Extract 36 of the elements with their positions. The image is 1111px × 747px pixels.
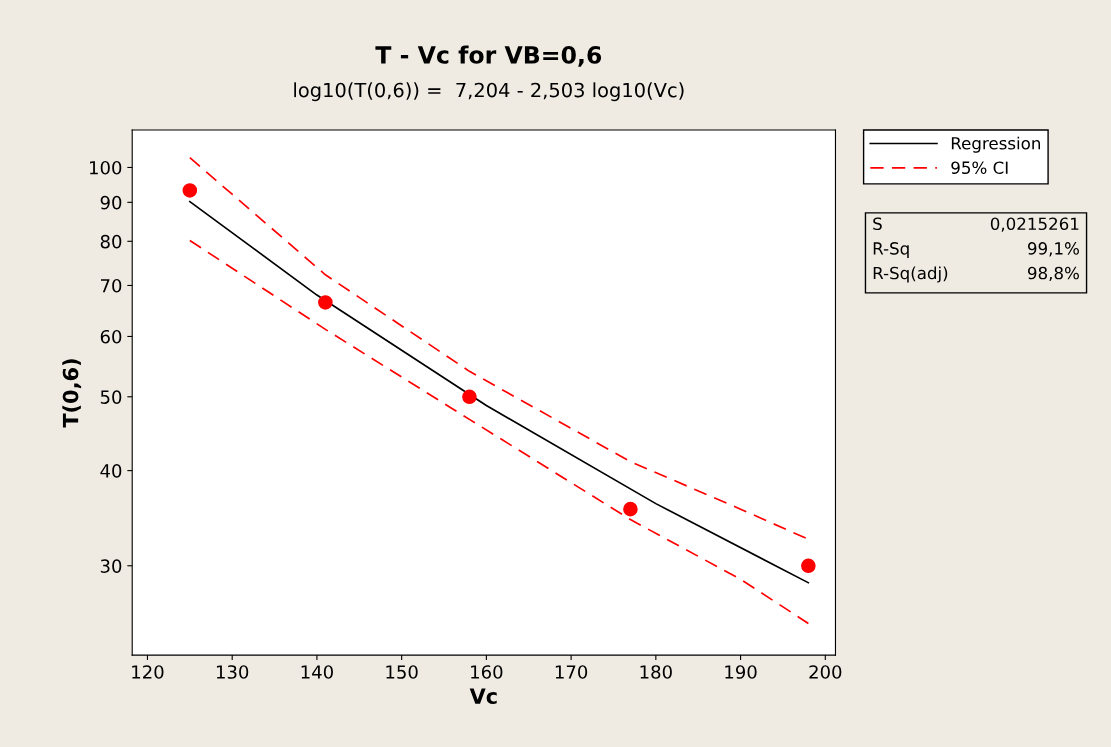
point bbox=[623, 501, 638, 517]
line-series bbox=[188, 239, 810, 625]
x-tick-label: 190 bbox=[725, 665, 757, 679]
legend-label: Regression bbox=[951, 136, 1041, 153]
x-tick-label: 140 bbox=[301, 665, 333, 679]
point bbox=[182, 183, 198, 198]
x-tick-label: 130 bbox=[216, 665, 249, 679]
x-tick-label: 200 bbox=[809, 665, 842, 679]
point bbox=[462, 389, 477, 405]
x-axis-title: Vc bbox=[469, 688, 497, 704]
x-tick-label: 160 bbox=[471, 665, 503, 679]
text: 99,1% bbox=[1028, 242, 1079, 257]
line-series bbox=[188, 200, 810, 584]
chart-title: T - Vc for VB=0,6 bbox=[375, 45, 602, 67]
point bbox=[801, 558, 816, 574]
y-tick-label: 40 bbox=[100, 464, 122, 478]
x-tick-label: 170 bbox=[555, 665, 588, 679]
text: 0,0215261 bbox=[990, 217, 1079, 232]
chart-subtitle: log10(T(0,6)) = 7,204 - 2,503 log10(Vc) bbox=[294, 82, 684, 102]
text: R-Sq(adj) bbox=[873, 266, 948, 283]
x-tick-label: 150 bbox=[386, 665, 418, 679]
x-tick-label: 180 bbox=[640, 665, 672, 679]
text: S bbox=[873, 217, 882, 231]
y-tick-label: 80 bbox=[100, 234, 122, 249]
y-tick-label: 70 bbox=[100, 278, 122, 293]
y-tick-label: 30 bbox=[100, 559, 122, 573]
y-tick-label: 100 bbox=[90, 160, 122, 175]
text: 98,8% bbox=[1028, 266, 1079, 282]
y-axis-title: T(0,6) bbox=[62, 359, 82, 428]
x-tick-label: 120 bbox=[132, 665, 164, 679]
text: R-Sq bbox=[873, 242, 909, 258]
point bbox=[318, 295, 333, 310]
y-tick-label: 60 bbox=[100, 329, 122, 344]
y-tick-label: 50 bbox=[100, 390, 122, 404]
y-tick-label: 90 bbox=[100, 195, 122, 210]
legend-label: 95% CI bbox=[951, 161, 1008, 175]
